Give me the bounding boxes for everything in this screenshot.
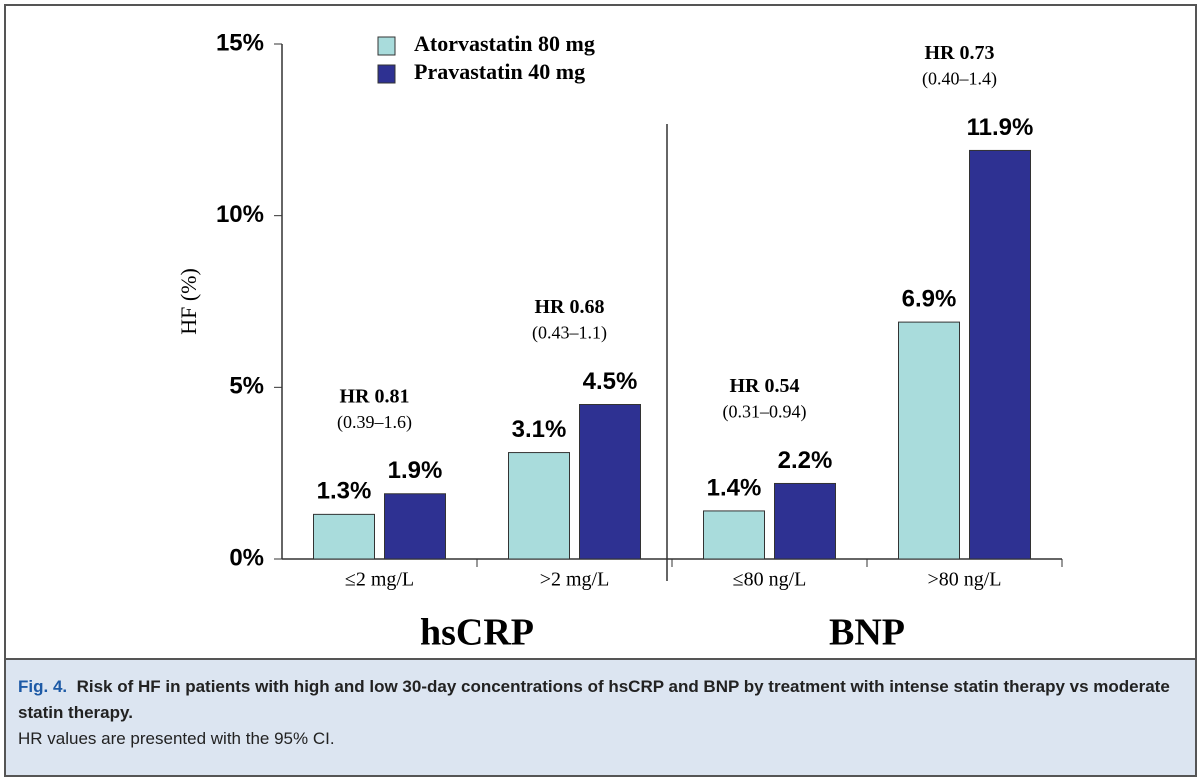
group-label: BNP bbox=[829, 612, 905, 654]
value-label: 1.9% bbox=[388, 457, 443, 484]
hr-label: HR 0.73 bbox=[925, 42, 995, 64]
bar bbox=[384, 493, 446, 560]
value-label: 1.4% bbox=[707, 474, 762, 501]
value-label: 6.9% bbox=[902, 285, 957, 312]
figure: HF (%) 0% 5% 10% 15% Atorvastatin 80 mg Pravas… bbox=[4, 4, 1197, 777]
y-tick-label: 15% bbox=[216, 29, 264, 56]
legend-label: Atorvastatin 80 mg bbox=[414, 31, 595, 56]
y-axis-title: HF (%) bbox=[176, 268, 201, 335]
ci-label: (0.43–1.1) bbox=[532, 323, 607, 344]
group-label: hsCRP bbox=[420, 612, 534, 654]
legend-swatch bbox=[377, 36, 396, 56]
bar bbox=[313, 513, 375, 560]
value-label: 1.3% bbox=[317, 478, 372, 505]
value-label: 2.2% bbox=[778, 447, 833, 474]
ci-label: (0.40–1.4) bbox=[922, 69, 997, 90]
x-tick-label: ≤2 mg/L bbox=[345, 569, 414, 591]
y-tick-label: 5% bbox=[229, 373, 264, 400]
hr-label: HR 0.54 bbox=[730, 375, 800, 397]
ci-label: (0.31–0.94) bbox=[723, 402, 807, 423]
hr-label: HR 0.68 bbox=[535, 296, 605, 318]
ci-label: (0.39–1.6) bbox=[337, 412, 412, 433]
caption-title: Risk of HF in patients with high and low… bbox=[18, 677, 1170, 722]
bar bbox=[508, 452, 570, 560]
bar bbox=[774, 482, 836, 560]
value-label: 11.9% bbox=[967, 114, 1034, 141]
caption-title-line: Fig. 4. Risk of HF in patients with high… bbox=[18, 674, 1183, 726]
caption-note: HR values are presented with the 95% CI. bbox=[18, 729, 335, 748]
y-tick-label: 0% bbox=[229, 544, 264, 571]
bar bbox=[969, 149, 1031, 560]
bar bbox=[579, 404, 641, 560]
x-tick-label: >80 ng/L bbox=[927, 569, 1001, 591]
x-tick-label: ≤80 ng/L bbox=[733, 569, 807, 591]
bar bbox=[703, 510, 765, 560]
legend-swatch bbox=[377, 64, 396, 84]
value-label: 4.5% bbox=[583, 368, 638, 395]
chart: HF (%) 0% 5% 10% 15% Atorvastatin 80 mg Pravas… bbox=[176, 29, 1063, 654]
bar bbox=[898, 321, 960, 560]
y-tick-label: 10% bbox=[216, 201, 264, 228]
caption: Fig. 4. Risk of HF in patients with high… bbox=[6, 658, 1195, 775]
legend-label: Pravastatin 40 mg bbox=[414, 59, 585, 84]
value-label: 3.1% bbox=[512, 416, 567, 443]
caption-label: Fig. 4. bbox=[18, 677, 68, 696]
hr-label: HR 0.81 bbox=[340, 385, 410, 407]
x-tick-label: >2 mg/L bbox=[540, 569, 610, 591]
